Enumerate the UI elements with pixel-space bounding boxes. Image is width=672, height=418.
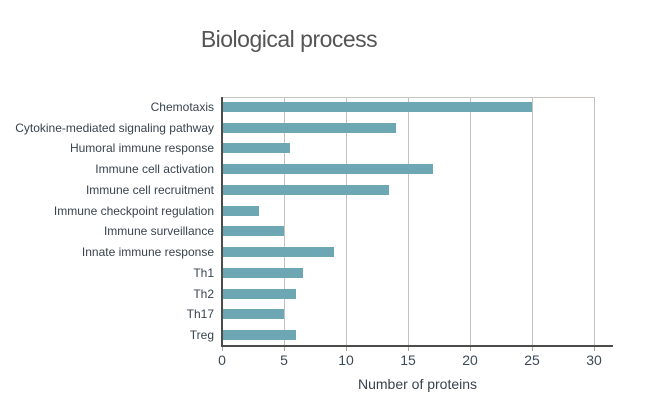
bar [222, 288, 297, 299]
gridline-x-20 [470, 97, 471, 345]
x-tick-label: 0 [218, 352, 226, 368]
bar [222, 330, 297, 340]
category-label: Innate immune response [81, 245, 214, 260]
x-axis-title: Number of proteins [357, 376, 478, 392]
tick-mark [470, 347, 471, 351]
gridline-x-10 [346, 97, 347, 345]
tick-mark [532, 347, 533, 351]
y-axis-line [221, 97, 223, 347]
gridline-x-5 [284, 97, 285, 345]
gridline-x-15 [408, 97, 409, 345]
tick-mark [408, 347, 409, 351]
x-tick-label: 20 [462, 352, 478, 368]
category-label: Th1 [193, 265, 214, 280]
plot-area [222, 97, 595, 345]
bar [222, 143, 291, 154]
bar [222, 122, 396, 133]
bar [222, 247, 334, 258]
category-label: Th17 [186, 307, 214, 322]
tick-mark [284, 347, 285, 351]
x-tick-label: 30 [586, 352, 602, 368]
x-tick-label: 15 [400, 352, 416, 368]
category-label: Chemotaxis [150, 100, 214, 114]
x-tick-label: 25 [524, 352, 540, 368]
x-tick-label: 10 [338, 352, 354, 368]
bar [222, 226, 284, 237]
category-label: Humoral immune response [69, 141, 214, 156]
bar [222, 309, 284, 320]
chart-title: Biological process [200, 26, 378, 52]
category-label: Th2 [193, 286, 214, 301]
bar [222, 102, 532, 112]
bar [222, 205, 260, 216]
bar [222, 184, 390, 195]
x-axis-line [221, 345, 613, 347]
category-label: Immune cell recruitment [85, 182, 214, 197]
category-label: Immune cell activation [95, 162, 214, 177]
category-label: Cytokine-mediated signaling pathway [15, 120, 214, 135]
tick-mark [222, 347, 223, 351]
tick-mark [346, 347, 347, 351]
bar [222, 164, 433, 175]
category-label: Immune surveillance [103, 224, 214, 239]
gridline-x-30 [594, 97, 595, 345]
x-tick-label: 5 [280, 352, 288, 368]
category-label: Treg [189, 328, 214, 342]
gridline-x-25 [532, 97, 533, 345]
category-label: Immune checkpoint regulation [53, 203, 214, 218]
bar [222, 267, 303, 278]
tick-mark [594, 347, 595, 351]
